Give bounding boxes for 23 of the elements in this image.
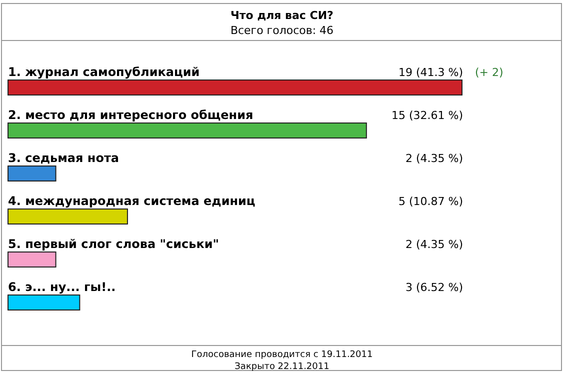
data-label: 15 (32.61 %) <box>391 109 463 122</box>
chart-title: Что для вас СИ? <box>230 9 334 22</box>
data-label: 19 (41.3 %) <box>398 66 463 79</box>
bar <box>8 80 462 96</box>
bar <box>8 166 56 182</box>
data-label: 2 (4.35 %) <box>405 152 463 165</box>
y-tick-label: 3. седьмая нота <box>8 151 119 165</box>
chart-subtitle: Всего голосов: 46 <box>230 24 334 37</box>
y-tick-label: 2. место для интересного общения <box>8 108 254 122</box>
bar <box>8 252 56 268</box>
y-tick-label: 5. первый слог слова "сиськи" <box>8 237 220 251</box>
bar <box>8 122 367 138</box>
bar <box>8 208 128 224</box>
y-tick-label: 4. международная система единиц <box>8 194 256 208</box>
y-tick-label: 6. э... ну... гы!.. <box>8 280 116 294</box>
data-label: 3 (6.52 %) <box>405 281 463 294</box>
bar <box>8 294 80 310</box>
y-tick-label: 1. журнал самопубликаций <box>8 65 200 79</box>
data-label: 5 (10.87 %) <box>398 195 463 208</box>
annotation: (+ 2) <box>475 66 504 79</box>
text: Голосование проводится с 19.11.2011 <box>191 350 373 360</box>
data-label: 2 (4.35 %) <box>405 238 463 251</box>
text: Закрыто 22.11.2011 <box>234 362 330 372</box>
